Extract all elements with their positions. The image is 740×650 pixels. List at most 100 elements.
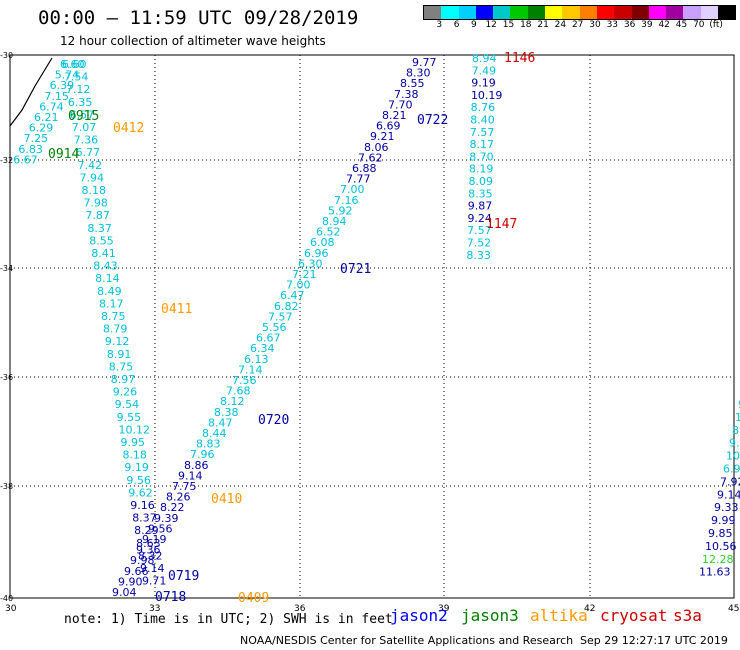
color-scale-label: 36 (623, 20, 636, 30)
y-tick-label: -34 (0, 264, 13, 273)
swh-value: 6.60 (60, 58, 85, 71)
swh-value: 8.26 (166, 491, 191, 504)
color-swatch (493, 6, 511, 19)
swh-value: 7.68 (226, 385, 251, 398)
swh-value: 9.39 (154, 512, 179, 525)
swh-value: 7.57 (470, 126, 495, 139)
color-scale-label: 39 (641, 20, 653, 30)
swh-value: 8.18 (122, 449, 147, 462)
x-tick-label: 42 (584, 604, 595, 614)
color-swatch (614, 6, 632, 19)
swh-value: 10.12 (119, 423, 151, 436)
swh-value: 6.34 (250, 342, 275, 355)
swh-value: 5.74 (55, 69, 80, 82)
color-scale-label: 27 (571, 20, 584, 30)
swh-value: 7.70 (388, 98, 413, 111)
swh-value: 9.19 (142, 533, 167, 546)
color-scale-label: 15 (502, 20, 515, 30)
pass-time-label: 1147 (486, 217, 517, 232)
swh-value: 7.42 (78, 159, 103, 172)
swh-value: 9.55 (117, 411, 142, 424)
swh-value: 8.75 (109, 360, 134, 373)
swh-value: 7.15 (44, 90, 69, 103)
swh-value: 7.56 (232, 374, 257, 387)
swh-value: 8.91 (107, 348, 132, 361)
color-scale-label: 24 (554, 20, 567, 30)
swh-value: 7.21 (292, 268, 317, 281)
swh-value: 7.52 (467, 237, 492, 250)
swh-value: 9.56 (148, 522, 173, 535)
color-scale-label: (ft) (709, 20, 723, 30)
color-scale-label: 18 (520, 20, 532, 30)
swh-value: 8.37 (132, 512, 157, 525)
swh-value: 8.40 (470, 114, 495, 127)
swh-value: 7.38 (394, 88, 419, 101)
pass-time-label: 0411 (161, 302, 192, 317)
color-scale-label: 70 (693, 20, 705, 30)
color-scale-label: 21 (537, 20, 549, 30)
swh-value: 6.82 (274, 300, 299, 313)
swh-value: 7.00 (286, 279, 311, 292)
y-tick-label: -40 (0, 594, 13, 603)
color-scale-label: 42 (658, 20, 670, 30)
color-swatch (441, 6, 459, 19)
swh-value: 8.21 (382, 109, 407, 122)
swh-value: 9.14 (717, 488, 740, 501)
swh-value: 6.52 (316, 226, 341, 239)
swh-value: 7.62 (358, 151, 383, 164)
swh-value: 8.94 (322, 215, 347, 228)
swh-value: 9.87 (729, 437, 740, 450)
swh-value: 8.09 (469, 175, 494, 188)
mission-s3a: s3a (673, 606, 702, 625)
swh-value: 9.36 (136, 544, 161, 557)
pass-time-label: 1146 (504, 51, 535, 66)
swh-value: 8.29 (134, 524, 159, 537)
pass-time-label: 0409 (238, 591, 269, 606)
swh-value: 9.26 (113, 386, 138, 399)
pass-time-label: 0410 (211, 492, 242, 507)
swh-value: 8.70 (469, 150, 494, 163)
color-swatch (596, 6, 615, 19)
swh-value: 6.39 (50, 79, 75, 92)
swh-value: 7.87 (85, 209, 110, 222)
swh-value: 7.12 (66, 83, 91, 96)
swh-value: 8.37 (87, 222, 112, 235)
swh-value: 6.29 (29, 122, 54, 135)
swh-value: 6.93 (723, 463, 740, 476)
swh-value: 8.32 (138, 549, 163, 562)
swh-value: 8.49 (97, 285, 122, 298)
color-swatch (666, 6, 684, 19)
footer-timestamp: Sep 29 12:27:17 UTC 2019 (580, 634, 728, 647)
swh-value: 8.17 (99, 297, 124, 310)
swh-value: 5.56 (262, 321, 287, 334)
swh-value: 8.79 (103, 323, 128, 336)
color-swatch (527, 6, 546, 19)
swh-value: 9.98 (130, 554, 155, 567)
color-scale-label: 6 (453, 20, 460, 30)
map-subtitle: 12 hour collection of altimeter wave hei… (60, 34, 326, 48)
swh-value: 5.92 (328, 204, 353, 217)
swh-value: 9.33 (714, 501, 739, 514)
swh-value: 10.56 (705, 540, 737, 553)
swh-value: 6.74 (39, 100, 64, 113)
swh-value: 9.95 (121, 436, 146, 449)
color-scale-bar (423, 5, 737, 20)
swh-value: 10.8 (735, 411, 740, 424)
swh-value: 6.67 (13, 153, 38, 166)
swh-value: 9.16 (130, 499, 155, 512)
swh-value: 12.28 (702, 553, 734, 566)
color-swatch (562, 6, 580, 19)
swh-value: 8.19 (469, 163, 494, 176)
x-tick-label: 39 (438, 604, 450, 614)
color-swatch (424, 6, 442, 19)
color-scale-label: 33 (606, 20, 619, 30)
color-swatch (458, 6, 476, 19)
pass-time-label: 0914 (48, 147, 79, 162)
swh-value: 8.18 (82, 184, 107, 197)
swh-value: 7.57 (268, 310, 293, 323)
swh-value: 11.63 (699, 566, 731, 579)
swh-value: 6.21 (34, 111, 59, 124)
swh-value: 7.57 (467, 224, 492, 237)
swh-value: 9.90 (118, 575, 143, 588)
map-title: 00:00 – 11:59 UTC 09/28/2019 (38, 7, 359, 29)
